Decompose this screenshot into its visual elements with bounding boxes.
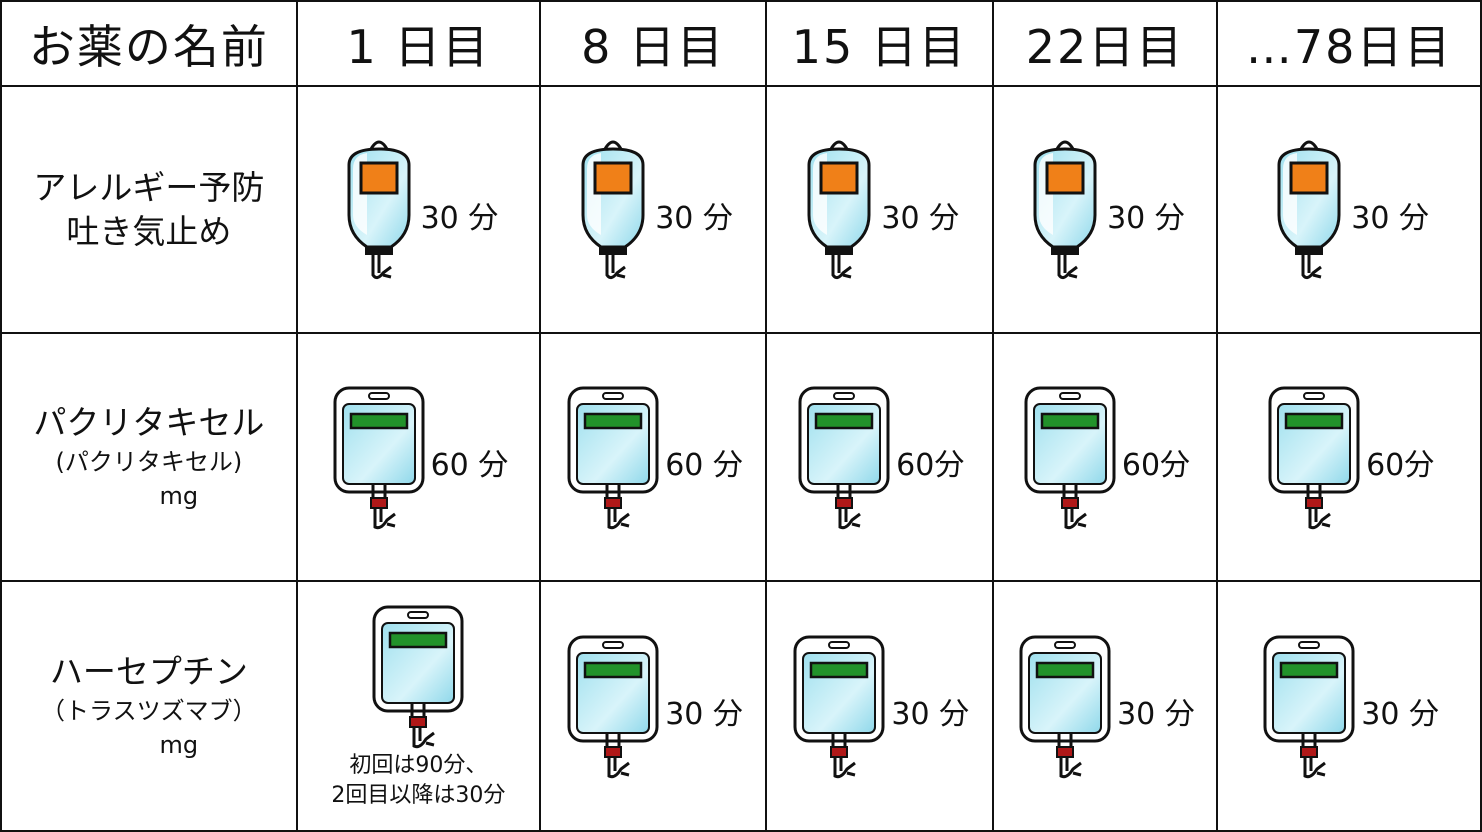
name-line: 吐き気止め <box>66 211 232 251</box>
drip-bag-icon <box>799 135 879 285</box>
duration: 30 分 <box>665 697 743 732</box>
cell: 60 分 <box>539 332 767 582</box>
drip-bag-icon <box>1259 631 1359 781</box>
name-line: (パクリタキセル) <box>55 448 243 476</box>
duration: 30 分 <box>1351 200 1430 236</box>
duration: 30 分 <box>655 200 733 236</box>
header-cell: …78日目 <box>1216 0 1482 87</box>
drip-bag-icon <box>563 631 663 781</box>
cell: 30 分 <box>539 580 767 832</box>
header-cell: 8 日目 <box>539 0 767 87</box>
duration: 30 分 <box>881 200 960 236</box>
drug-name: アレルギー予防 吐き気止め <box>0 85 298 334</box>
name-line: mg <box>159 731 199 759</box>
cell: 30 分 <box>539 85 767 334</box>
header-cell: 15 日目 <box>764 0 994 87</box>
cell: 30 分 <box>991 85 1219 334</box>
name-line: mg <box>159 482 199 510</box>
cell: 30 分 <box>1216 85 1482 334</box>
cell: 60分 <box>1216 332 1482 582</box>
drip-bag-icon <box>794 382 894 532</box>
drip-bag-icon <box>789 631 889 781</box>
row: パクリタキセル (パクリタキセル) mg 60 分 60 分 60分 60分 60分 <box>0 332 1482 582</box>
cell: 30 分 <box>991 580 1219 832</box>
drip-bag-icon <box>1025 135 1105 285</box>
row: アレルギー予防 吐き気止め 30 分 30 分 30 分 30 分 30 分 <box>0 85 1482 334</box>
header-cell: お薬の名前 <box>0 0 298 87</box>
duration: 30 分 <box>1117 697 1195 732</box>
duration: 60分 <box>1366 448 1435 483</box>
duration: 60分 <box>1121 448 1191 483</box>
drip-bag-icon <box>573 135 653 285</box>
duration: 60 分 <box>665 448 743 483</box>
header-cell: 22日目 <box>991 0 1219 87</box>
cell: 30 分 <box>295 85 542 334</box>
cell: 30 分 <box>764 580 994 832</box>
header-row: お薬の名前 1 日目 8 日目 15 日目 22日目 …78日目 <box>0 0 1482 87</box>
name-line: パクリタキセル <box>33 403 265 442</box>
drip-bag-icon <box>1264 382 1364 532</box>
note-line: 2回目以降は30分 <box>331 783 506 808</box>
duration: 30 分 <box>420 200 499 236</box>
name-line: ハーセプチン <box>49 652 248 691</box>
duration: 30 分 <box>1107 200 1185 236</box>
duration: 60分 <box>896 448 965 483</box>
cell: 30 分 <box>764 85 994 334</box>
drip-bag-icon <box>1269 135 1349 285</box>
drip-bag-icon <box>329 382 429 532</box>
drug-name: パクリタキセル (パクリタキセル) mg <box>0 332 298 582</box>
note-line: 初回は90分、 <box>349 753 488 778</box>
cell: 初回は90分、 2回目以降は30分 <box>295 580 542 832</box>
duration: 30 分 <box>1361 697 1440 732</box>
drip-bag-icon <box>339 135 419 285</box>
cell: 60分 <box>991 332 1219 582</box>
cell: 30 分 <box>1216 580 1482 832</box>
drug-name: ハーセプチン （トラスツズマブ） mg <box>0 580 298 832</box>
name-line: （トラスツズマブ） <box>41 697 257 725</box>
drip-bag-icon <box>1015 631 1115 781</box>
cell: 60分 <box>764 332 994 582</box>
duration: 60 分 <box>430 448 509 483</box>
cell: 60 分 <box>295 332 542 582</box>
drip-bag-icon <box>368 601 468 751</box>
duration: 30 分 <box>891 697 970 732</box>
header-cell: 1 日目 <box>295 0 542 87</box>
name-line: アレルギー予防 <box>33 167 265 207</box>
drip-bag-icon <box>1020 382 1120 532</box>
row: ハーセプチン （トラスツズマブ） mg 初回は90分、 2回目以降は30分 30 分 … <box>0 580 1482 832</box>
drip-bag-icon <box>563 382 663 532</box>
